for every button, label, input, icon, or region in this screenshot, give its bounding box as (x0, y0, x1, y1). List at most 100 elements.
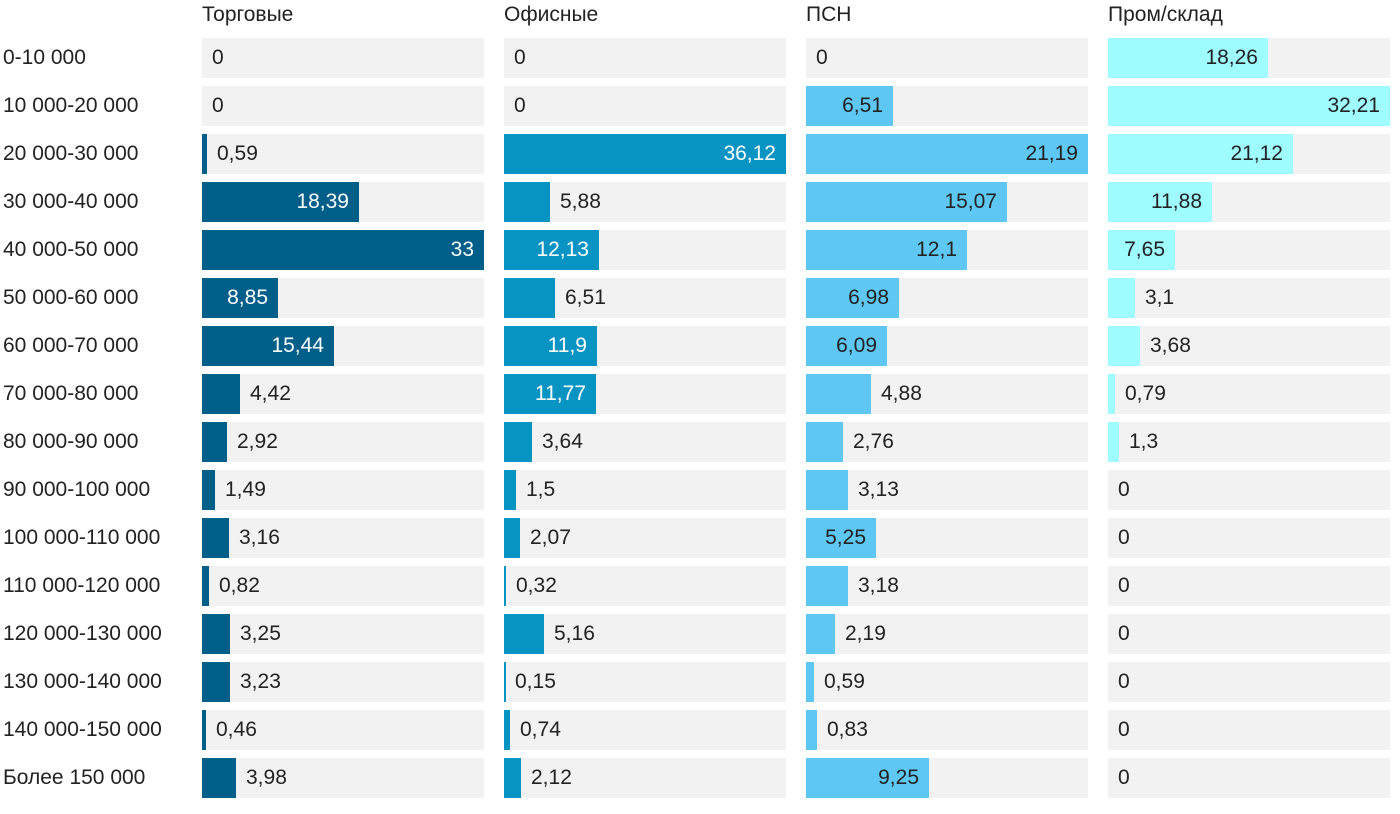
bar-track (1108, 422, 1390, 462)
data-label: 15,44 (271, 334, 324, 357)
category-label: 20 000-30 000 (3, 142, 139, 165)
bar-track (504, 422, 786, 462)
bar-track (202, 710, 484, 750)
bar-track (1108, 326, 1390, 366)
bar-track (1108, 278, 1390, 318)
category-label: 110 000-120 000 (3, 574, 161, 597)
bar-track (806, 662, 1088, 702)
bar (806, 326, 887, 366)
bar-track (202, 566, 484, 606)
data-label: 0 (212, 94, 224, 117)
data-label: 3,16 (239, 526, 280, 549)
category-label: 40 000-50 000 (3, 238, 139, 261)
bar (202, 758, 236, 798)
bar (202, 662, 230, 702)
data-label: 2,19 (845, 622, 886, 645)
series-title: ПСН (806, 3, 852, 26)
bar-track (1108, 518, 1390, 558)
bar-track (504, 758, 786, 798)
category-label: 100 000-110 000 (3, 526, 161, 549)
data-label: 11,88 (1151, 190, 1202, 213)
data-label: 0 (1118, 766, 1130, 789)
data-label: 0 (1118, 670, 1130, 693)
bar-track (504, 614, 786, 654)
data-label: 2,12 (531, 766, 572, 789)
category-label: 10 000-20 000 (3, 94, 139, 117)
data-label: 1,49 (225, 478, 266, 501)
data-label: 3,64 (542, 430, 583, 453)
bar-track (202, 38, 484, 78)
data-label: 0,59 (217, 142, 258, 165)
bar (202, 182, 359, 222)
bar (504, 182, 550, 222)
bar (806, 230, 967, 270)
bar (1108, 374, 1115, 414)
data-label: 0,83 (827, 718, 868, 741)
data-label: 0 (1118, 622, 1130, 645)
bar (202, 134, 207, 174)
data-label: 3,18 (858, 574, 899, 597)
bar (504, 278, 555, 318)
bar-track (504, 518, 786, 558)
bar-track (1108, 758, 1390, 798)
data-label: 3,98 (246, 766, 287, 789)
bar-track (1108, 614, 1390, 654)
bar (202, 230, 484, 270)
bar-track (202, 662, 484, 702)
series-title: Торговые (202, 3, 294, 26)
bar-track (504, 470, 786, 510)
data-label: 12,1 (916, 238, 957, 261)
bar (806, 278, 899, 318)
category-label: 60 000-70 000 (3, 334, 139, 357)
bar (202, 374, 240, 414)
bar (806, 662, 814, 702)
data-label: 6,09 (836, 334, 877, 357)
category-label: 140 000-150 000 (3, 718, 162, 741)
bar (806, 566, 848, 606)
data-label: 0 (514, 46, 526, 69)
bar-track (202, 758, 484, 798)
bar (504, 326, 597, 366)
series-title: Офисные (504, 3, 599, 26)
bar (1108, 326, 1140, 366)
bar (806, 422, 843, 462)
data-label: 0 (816, 46, 828, 69)
category-label: 0-10 000 (3, 46, 86, 69)
bar (202, 470, 215, 510)
bar (504, 566, 506, 606)
data-label: 4,42 (250, 382, 291, 405)
data-label: 2,07 (530, 526, 571, 549)
data-label: 0 (212, 46, 224, 69)
data-label: 1,3 (1129, 430, 1159, 453)
data-label: 2,92 (237, 430, 278, 453)
data-label: 8,85 (227, 286, 268, 309)
bar (504, 614, 544, 654)
bar-track (806, 38, 1088, 78)
bar (504, 374, 596, 414)
data-label: 21,12 (1230, 142, 1283, 165)
bar (1108, 134, 1293, 174)
data-label: 18,26 (1205, 46, 1258, 69)
data-label: 0 (514, 94, 526, 117)
bar (806, 518, 876, 558)
bar (504, 470, 516, 510)
bar (504, 662, 506, 702)
bar (504, 230, 599, 270)
category-label: 130 000-140 000 (3, 670, 162, 693)
data-label: 12,13 (536, 238, 589, 261)
category-label: 120 000-130 000 (3, 622, 162, 645)
bar-track (202, 518, 484, 558)
bar (806, 86, 893, 126)
bar (1108, 38, 1268, 78)
bar-track (202, 470, 484, 510)
bar (1108, 422, 1119, 462)
bar (504, 710, 510, 750)
data-label: 5,88 (560, 190, 601, 213)
data-label: 3,25 (240, 622, 281, 645)
bar-track (202, 614, 484, 654)
category-label: Более 150 000 (3, 766, 146, 789)
data-label: 0 (1118, 574, 1130, 597)
bar (806, 614, 835, 654)
category-label: 30 000-40 000 (3, 190, 139, 213)
